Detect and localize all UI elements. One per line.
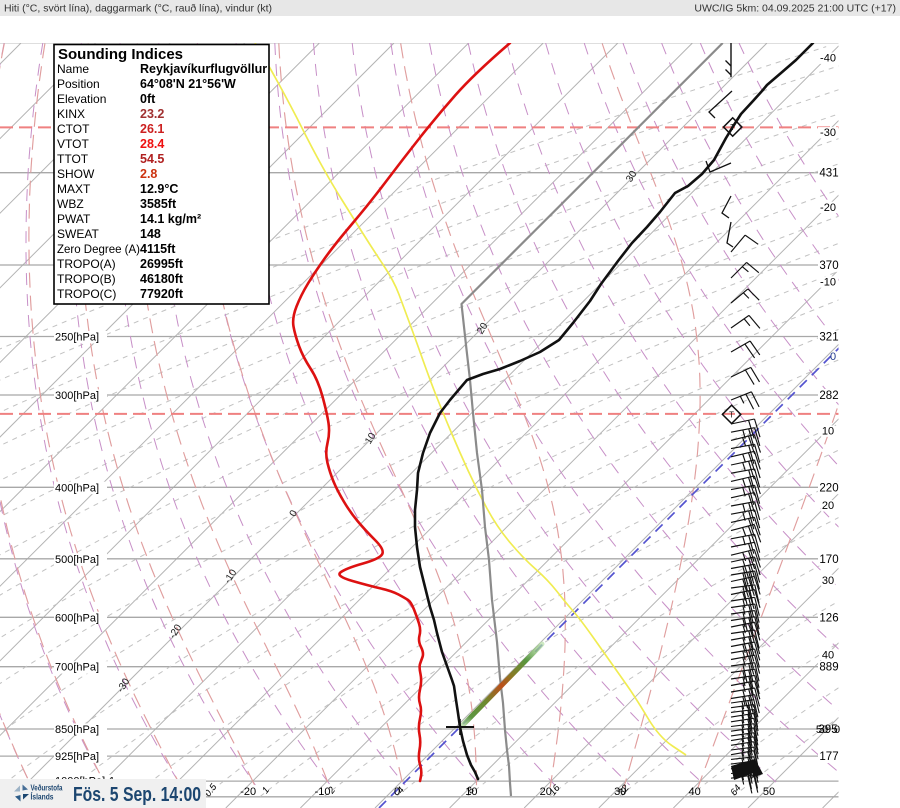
svg-text:TROPO(A): TROPO(A)	[57, 257, 116, 271]
svg-text:282: 282	[819, 390, 838, 402]
svg-text:4: 4	[395, 785, 407, 796]
svg-text:KINX: KINX	[57, 107, 85, 121]
svg-text:170: 170	[819, 554, 838, 566]
svg-text:23.2: 23.2	[140, 107, 164, 121]
svg-text:370: 370	[819, 260, 838, 272]
svg-text:VTOT: VTOT	[57, 137, 89, 151]
svg-text:-10: -10	[315, 786, 331, 798]
svg-text:Íslands: Íslands	[31, 793, 54, 802]
svg-text:600[hPa]: 600[hPa]	[55, 612, 99, 624]
svg-text:889: 889	[819, 662, 838, 674]
svg-text:8: 8	[465, 784, 477, 796]
svg-text:0: 0	[394, 786, 400, 798]
svg-text:WBZ: WBZ	[57, 197, 84, 211]
svg-text:Zero Degree (A): Zero Degree (A)	[57, 242, 140, 256]
svg-text:850[hPa]: 850[hPa]	[55, 724, 99, 736]
svg-text:321: 321	[819, 332, 838, 344]
svg-text:TROPO(B): TROPO(B)	[57, 272, 116, 286]
svg-text:26.1: 26.1	[140, 122, 164, 136]
svg-text:14.1 kg/m²: 14.1 kg/m²	[140, 212, 201, 226]
svg-text:431: 431	[819, 168, 838, 180]
svg-text:-10: -10	[820, 276, 836, 288]
svg-text:SHOW: SHOW	[57, 167, 95, 181]
svg-text:T: T	[729, 410, 734, 419]
svg-text:250[hPa]: 250[hPa]	[55, 332, 99, 344]
svg-text:TROPO(C): TROPO(C)	[57, 287, 116, 301]
svg-text:30: 30	[614, 786, 626, 798]
svg-text:CTOT: CTOT	[57, 122, 90, 136]
svg-text:0: 0	[830, 351, 836, 363]
svg-text:220: 220	[819, 482, 838, 494]
svg-text:50: 50	[763, 786, 775, 798]
svg-text:46180ft: 46180ft	[140, 272, 184, 286]
svg-text:126: 126	[819, 612, 838, 624]
svg-text:Sounding Indices: Sounding Indices	[58, 46, 183, 63]
svg-text:64°08'N 21°56'W: 64°08'N 21°56'W	[140, 77, 236, 91]
svg-text:40: 40	[822, 649, 834, 661]
svg-text:77920ft: 77920ft	[140, 287, 184, 301]
svg-text:-30: -30	[820, 127, 836, 139]
svg-text:1: 1	[260, 785, 272, 796]
svg-text:925[hPa]: 925[hPa]	[55, 751, 99, 763]
svg-text:TTOT: TTOT	[57, 152, 89, 166]
svg-text:SWEAT: SWEAT	[57, 227, 99, 241]
svg-text:50: 50	[816, 724, 828, 736]
svg-text:Position: Position	[57, 77, 100, 91]
svg-text:Hiti (°C, svört lína), daggarm: Hiti (°C, svört lína), daggarmark (°C, r…	[4, 3, 272, 15]
svg-text:Fös. 5 Sep. 14:00: Fös. 5 Sep. 14:00	[73, 784, 201, 806]
svg-text:40: 40	[688, 786, 700, 798]
svg-text:10: 10	[465, 786, 477, 798]
svg-text:Veðurstofa: Veðurstofa	[31, 784, 63, 793]
svg-text:300[hPa]: 300[hPa]	[55, 390, 99, 402]
svg-text:PWAT: PWAT	[57, 212, 91, 226]
svg-text:T: T	[730, 123, 735, 132]
svg-text:0: 0	[288, 508, 301, 519]
svg-text:Name: Name	[57, 62, 89, 76]
svg-text:500[hPa]: 500[hPa]	[55, 554, 99, 566]
svg-text:30: 30	[822, 575, 834, 587]
svg-text:400[hPa]: 400[hPa]	[55, 482, 99, 494]
svg-text:-20: -20	[820, 202, 836, 214]
svg-text:-40: -40	[820, 53, 836, 65]
svg-text:UWC/IG 5km: 04.09.2025 21:00 U: UWC/IG 5km: 04.09.2025 21:00 UTC (+17)	[694, 3, 896, 15]
svg-text:395: 395	[818, 724, 837, 736]
svg-text:-20: -20	[240, 786, 256, 798]
svg-text:12.9°C: 12.9°C	[140, 182, 178, 196]
svg-text:26995ft: 26995ft	[140, 257, 184, 271]
svg-text:4115ft: 4115ft	[140, 242, 176, 256]
svg-text:Reykjavíkurflugvöllur: Reykjavíkurflugvöllur	[140, 62, 267, 76]
svg-text:MAXT: MAXT	[57, 182, 91, 196]
svg-text:2.8: 2.8	[140, 167, 157, 181]
svg-text:20: 20	[822, 500, 834, 512]
svg-text:Elevation: Elevation	[57, 92, 106, 106]
svg-text:3585ft: 3585ft	[140, 197, 177, 211]
svg-text:0ft: 0ft	[140, 92, 156, 106]
svg-text:20: 20	[540, 786, 552, 798]
svg-text:177: 177	[819, 751, 838, 763]
svg-text:0: 0	[834, 724, 840, 736]
svg-text:700[hPa]: 700[hPa]	[55, 662, 99, 674]
svg-text:10: 10	[822, 426, 834, 438]
svg-text:148: 148	[140, 227, 161, 241]
svg-text:28.4: 28.4	[140, 137, 164, 151]
svg-text:54.5: 54.5	[140, 152, 164, 166]
